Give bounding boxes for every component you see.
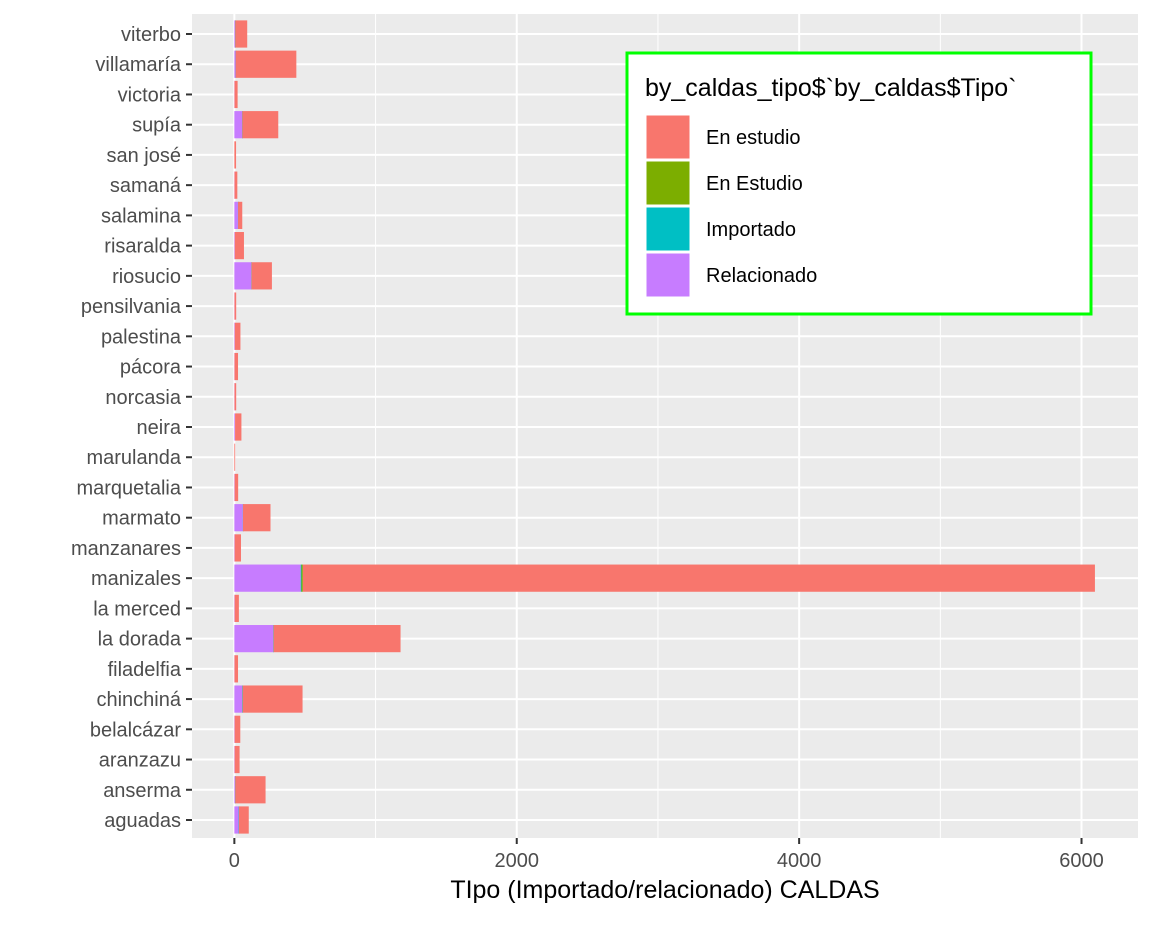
bar-segment (234, 473, 239, 502)
bar-segment (234, 776, 236, 804)
bar-segment (251, 262, 272, 290)
bar-segment (234, 111, 243, 139)
bar-segment (242, 685, 303, 713)
y-tick-label: anserma (103, 780, 182, 802)
legend-key (645, 206, 691, 252)
bar-segment (300, 564, 302, 592)
legend-items: En estudio En Estudio Importado Relacionado (645, 114, 817, 298)
y-tick-label: riosucio (112, 266, 181, 288)
y-tick-label: belalcázar (90, 719, 182, 741)
bar-segment (234, 80, 238, 109)
legend-label: En estudio (706, 127, 801, 149)
bar-segment (234, 50, 236, 78)
y-tick-label: neira (137, 417, 182, 439)
bar-segment (234, 443, 236, 471)
bar-segment (234, 232, 236, 260)
x-tick-label: 6000 (1059, 850, 1104, 872)
bar-segment (234, 352, 239, 381)
legend-key (645, 252, 691, 298)
y-tick-label: aranzazu (99, 750, 181, 772)
x-tick-label: 0 (229, 850, 240, 872)
bar-segment (234, 383, 237, 411)
bar-segment (235, 413, 242, 441)
bar-segment (238, 806, 249, 834)
bar-segment (242, 685, 243, 713)
legend-label: En Estudio (706, 173, 803, 195)
y-tick-label: marulanda (86, 447, 181, 469)
y-tick-label: supía (132, 115, 182, 137)
y-tick-label: victoria (118, 84, 182, 106)
y-tick-label: san josé (107, 145, 182, 167)
legend-label: Relacionado (706, 265, 817, 287)
bar-segment (234, 292, 237, 320)
x-axis: 0 2000 4000 6000 (229, 838, 1104, 872)
bar-segment (234, 806, 239, 834)
bar-segment (235, 776, 266, 804)
bar-segment (234, 625, 274, 653)
bar-segment (234, 262, 252, 290)
bar-segment (234, 413, 236, 441)
bar-segment (273, 625, 401, 653)
bar-segment (234, 171, 238, 199)
legend-title: by_caldas_tipo$`by_caldas$Tipo` (645, 74, 1017, 102)
y-tick-label: marquetalia (76, 477, 181, 499)
y-tick-label: samaná (110, 175, 182, 197)
legend: by_caldas_tipo$`by_caldas$Tipo` En estud… (625, 51, 1093, 316)
bar-segment (234, 20, 236, 48)
x-axis-title: TIpo (Importado/relacionado) CALDAS (450, 876, 879, 904)
x-tick-label: 2000 (494, 850, 539, 872)
bar-segment (238, 201, 243, 229)
x-tick-label: 4000 (777, 850, 822, 872)
y-tick-label: la dorada (98, 629, 182, 651)
y-tick-label: viterbo (121, 24, 181, 46)
y-tick-label: norcasia (105, 387, 181, 409)
bar-segment (235, 20, 248, 48)
bar-segment (234, 232, 244, 260)
y-axis: aguadas anserma aranzazu belalcázar chinchin… (71, 24, 192, 832)
bar-segment (234, 534, 241, 562)
y-tick-label: marmato (102, 508, 181, 530)
y-tick-label: risaralda (104, 236, 182, 258)
bar-segment (301, 564, 303, 592)
y-tick-label: pácora (120, 357, 182, 379)
bar-segment (234, 504, 243, 532)
legend-key (645, 160, 691, 206)
y-tick-label: villamaría (95, 54, 181, 76)
y-tick-label: pensilvania (81, 296, 182, 318)
bar-segment (302, 564, 1095, 592)
bar-segment (234, 201, 238, 229)
legend-label: Importado (706, 219, 796, 241)
y-tick-label: la merced (93, 598, 181, 620)
bar-segment (242, 111, 279, 139)
bar-segment (234, 594, 239, 622)
bar-segment (234, 745, 240, 774)
legend-box (625, 51, 1093, 316)
y-tick-label: palestina (101, 326, 182, 348)
bar-segment (242, 504, 271, 532)
y-tick-label: aguadas (104, 810, 181, 832)
bar-segment (234, 322, 236, 350)
y-tick-label: salamina (101, 205, 182, 227)
bar-segment (234, 322, 241, 350)
y-tick-label: chinchiná (96, 689, 181, 711)
bars (234, 20, 1095, 834)
bar-segment (234, 564, 301, 592)
legend-key (645, 114, 691, 160)
bar-segment (234, 685, 243, 713)
y-tick-label: filadelfia (108, 659, 182, 681)
y-tick-label: manzanares (71, 538, 181, 560)
y-tick-label: manizales (91, 568, 181, 590)
bar-segment (235, 50, 297, 78)
bar-segment (234, 141, 237, 169)
bar-segment (234, 715, 241, 743)
bar-segment (234, 655, 239, 683)
